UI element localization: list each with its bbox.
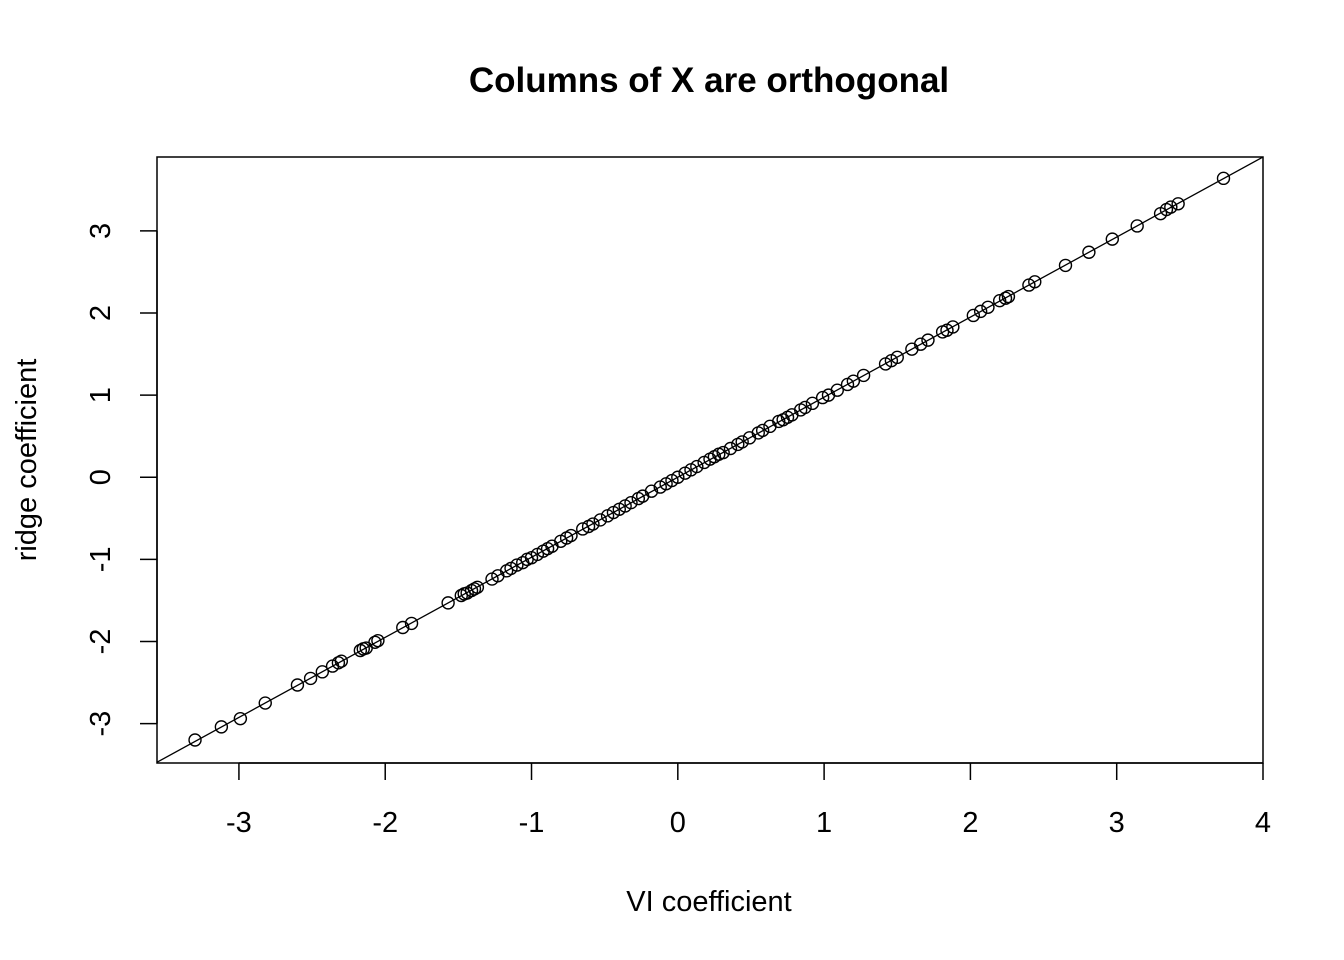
data-point [353, 643, 368, 658]
x-tick-label: 0 [670, 807, 686, 839]
data-point [1216, 171, 1231, 186]
data-point [981, 300, 995, 314]
x-tick-label: -1 [519, 807, 545, 839]
data-point [735, 435, 749, 449]
y-axis-label: ridge coefficient [11, 359, 43, 562]
data-point [1028, 275, 1042, 289]
data-point [966, 308, 981, 323]
data-point [830, 383, 844, 397]
data-point [1164, 200, 1178, 214]
y-tick-label: -2 [85, 629, 117, 655]
data-point [946, 320, 960, 334]
data-point [233, 711, 248, 726]
y-tick-label: 2 [85, 305, 117, 321]
data-point [973, 304, 988, 319]
data-point [856, 368, 871, 383]
data-point [815, 390, 830, 405]
x-tick-label: 2 [962, 807, 978, 839]
y-axis: -3 -2 -1 0 1 2 3 [85, 223, 158, 737]
y-tick-label: -3 [85, 711, 117, 737]
x-tick-label: -3 [226, 807, 252, 839]
chart-title: Columns of X are orthogonal [469, 61, 949, 100]
data-point [624, 495, 638, 510]
data-point [1082, 245, 1096, 259]
data-point [303, 671, 318, 686]
data-point [396, 620, 410, 635]
data-point [1130, 219, 1144, 233]
data-point [331, 656, 346, 670]
y-tick-label: 3 [85, 223, 117, 239]
data-point [290, 678, 305, 692]
data-point [404, 616, 419, 631]
data-point [846, 374, 861, 388]
data-point [214, 720, 229, 734]
data-point [1171, 197, 1185, 211]
data-point [258, 696, 272, 710]
y-tick-label: 1 [85, 387, 117, 403]
data-point [1105, 232, 1120, 246]
data-point [334, 654, 349, 668]
data-point [716, 445, 730, 460]
reference-line [157, 157, 1263, 763]
data-point [315, 665, 330, 679]
data-point [1001, 289, 1016, 304]
data-point [441, 596, 455, 610]
x-axis-label: VI coefficient [626, 886, 792, 918]
x-tick-label: 4 [1255, 807, 1271, 839]
x-tick-label: -2 [372, 807, 398, 839]
data-point [593, 513, 607, 527]
data-point [467, 582, 482, 596]
plot-area [157, 157, 1263, 763]
data-point [510, 558, 524, 572]
y-tick-label: 0 [85, 469, 117, 485]
data-point [998, 291, 1013, 305]
x-axis: -3 -2 -1 0 1 2 3 4 [226, 762, 1271, 839]
data-point [564, 528, 578, 543]
data-point [188, 733, 202, 747]
data-point [371, 633, 385, 648]
data-point [368, 635, 382, 649]
data-point [798, 400, 812, 415]
data-point [671, 470, 685, 484]
data-point [921, 333, 935, 347]
data-point [805, 396, 820, 411]
data-points [188, 171, 1231, 747]
data-point [992, 293, 1007, 308]
data-point [644, 484, 659, 498]
y-tick-label: -1 [85, 546, 117, 572]
x-tick-label: 3 [1109, 807, 1125, 839]
data-point [586, 517, 600, 531]
data-point [690, 459, 704, 474]
x-tick-label: 1 [816, 807, 832, 839]
data-point [755, 423, 770, 438]
data-point [470, 580, 485, 594]
data-point [1058, 258, 1073, 273]
data-point [723, 441, 738, 456]
data-point [913, 337, 928, 351]
data-point [890, 350, 904, 365]
